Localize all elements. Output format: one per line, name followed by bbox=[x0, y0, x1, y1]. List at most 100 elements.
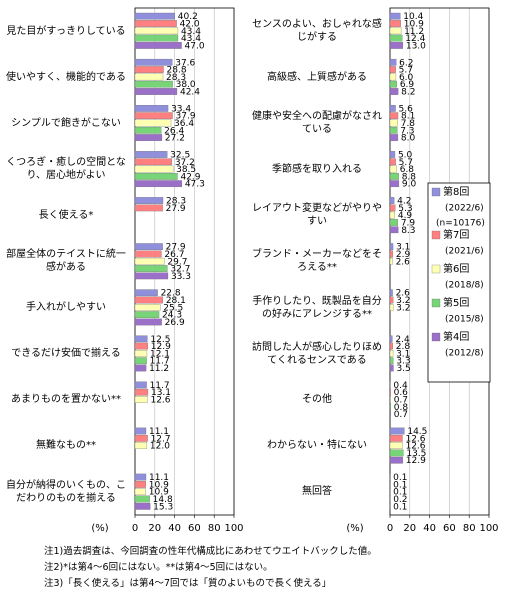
value-label: 13.1 bbox=[151, 388, 171, 398]
value-label: 36.4 bbox=[174, 119, 194, 129]
value-label: 28.1 bbox=[166, 296, 186, 306]
bar bbox=[134, 151, 168, 158]
bar bbox=[389, 350, 394, 357]
value-label: 3.1 bbox=[396, 349, 410, 359]
bar bbox=[134, 243, 163, 251]
category-label: 無回答 bbox=[302, 486, 332, 498]
x-tick-label: 60 bbox=[188, 523, 201, 534]
bar bbox=[389, 427, 405, 435]
bar bbox=[389, 173, 399, 180]
bar bbox=[389, 42, 404, 49]
x-tick-label: 100 bbox=[479, 523, 498, 534]
bar bbox=[134, 80, 173, 88]
category-label: 無難なもの** bbox=[36, 440, 96, 452]
category-label: シンプルで飽きがこない bbox=[11, 117, 121, 129]
bar bbox=[389, 396, 391, 403]
value-label: 27.9 bbox=[166, 204, 186, 214]
legend-period: (2021/6) bbox=[445, 247, 484, 257]
value-label: 0.8 bbox=[394, 403, 409, 413]
bar bbox=[134, 442, 148, 449]
value-label: 43.4 bbox=[181, 27, 201, 37]
bar bbox=[134, 335, 148, 343]
value-label: 13.0 bbox=[406, 41, 426, 51]
value-label: 5.6 bbox=[399, 104, 414, 114]
value-label: 47.3 bbox=[185, 180, 205, 190]
value-label: 10.9 bbox=[149, 480, 169, 490]
value-label: 11.1 bbox=[149, 473, 169, 483]
value-label: 15.3 bbox=[153, 502, 173, 512]
bar bbox=[134, 396, 148, 403]
value-label: 11.7 bbox=[150, 381, 170, 391]
value-label: 0.1 bbox=[393, 502, 407, 512]
bar bbox=[389, 403, 391, 411]
value-label: 5.0 bbox=[398, 150, 413, 160]
bar bbox=[389, 250, 394, 258]
value-label: 14.8 bbox=[153, 495, 173, 505]
bar bbox=[134, 350, 148, 357]
category-label: 健康や安全への配慮がなされている bbox=[252, 111, 382, 136]
legend-label: 第5回 bbox=[443, 296, 469, 309]
value-label: 33.4 bbox=[171, 104, 191, 114]
bar bbox=[389, 34, 403, 42]
bar bbox=[389, 197, 395, 204]
bar bbox=[134, 126, 162, 134]
value-label: 42.9 bbox=[180, 172, 200, 182]
value-label: 7.8 bbox=[401, 119, 416, 129]
bar bbox=[134, 20, 177, 27]
value-label: 26.9 bbox=[165, 318, 185, 328]
value-label: 25.5 bbox=[163, 303, 183, 313]
bar bbox=[134, 73, 164, 81]
value-label: 0.1 bbox=[393, 488, 407, 498]
bar bbox=[389, 211, 396, 219]
bar bbox=[134, 381, 147, 389]
x-unit-label: (%) bbox=[91, 523, 108, 534]
value-label: 0.2 bbox=[393, 495, 407, 505]
category-label: わからない・特にない bbox=[267, 440, 367, 452]
value-label: 11.2 bbox=[404, 27, 424, 37]
bar bbox=[134, 105, 169, 112]
bar bbox=[389, 20, 401, 27]
bar bbox=[134, 473, 147, 481]
value-label: 12.6 bbox=[405, 434, 425, 444]
bar bbox=[134, 303, 161, 311]
value-label: 10.4 bbox=[403, 12, 423, 22]
value-label: 2.8 bbox=[396, 342, 411, 352]
bar bbox=[389, 12, 401, 20]
value-label: 42.0 bbox=[180, 20, 200, 30]
x-tick-label: 0 bbox=[387, 523, 393, 534]
value-label: 8.0 bbox=[401, 134, 416, 144]
bar bbox=[389, 342, 393, 350]
legend-n: (n=10176) bbox=[436, 219, 485, 229]
value-label: 3.2 bbox=[396, 303, 410, 313]
category-label: 手作りしたり、既製品を自分の好みにアレンジする** bbox=[252, 295, 382, 320]
bar bbox=[134, 119, 172, 127]
value-label: 12.1 bbox=[150, 349, 170, 359]
value-label: 26.7 bbox=[164, 250, 184, 260]
value-label: 5.3 bbox=[398, 204, 412, 214]
value-label: 29.7 bbox=[167, 257, 187, 267]
bar bbox=[389, 158, 396, 166]
legend-label: 第6回 bbox=[443, 262, 469, 275]
value-label: 5.7 bbox=[399, 66, 413, 76]
bar bbox=[134, 204, 163, 212]
legend-label: 第4回 bbox=[443, 330, 469, 343]
note: 注1)過去調査は、今回調査の性年代構成比にあわせてウエイトバックした値。 bbox=[44, 546, 377, 557]
bar bbox=[389, 105, 396, 112]
x-tick-label: 0 bbox=[132, 523, 138, 534]
bar bbox=[389, 66, 396, 73]
category-label: あまりものを置かない** bbox=[11, 394, 121, 406]
bar bbox=[389, 27, 402, 35]
category-label: ブランド・メーカーなどをそろえる** bbox=[252, 249, 382, 274]
bar bbox=[389, 335, 393, 343]
value-label: 43.4 bbox=[181, 34, 201, 44]
value-label: 28.8 bbox=[167, 66, 187, 76]
bar bbox=[389, 151, 396, 158]
value-label: 14.5 bbox=[407, 427, 427, 437]
value-label: 32.5 bbox=[170, 150, 190, 160]
value-label: 22.8 bbox=[161, 289, 181, 299]
bar bbox=[134, 481, 146, 488]
value-label: 38.5 bbox=[176, 165, 196, 175]
category-label: 手入れがしやすい bbox=[26, 302, 106, 314]
bar bbox=[134, 197, 164, 204]
